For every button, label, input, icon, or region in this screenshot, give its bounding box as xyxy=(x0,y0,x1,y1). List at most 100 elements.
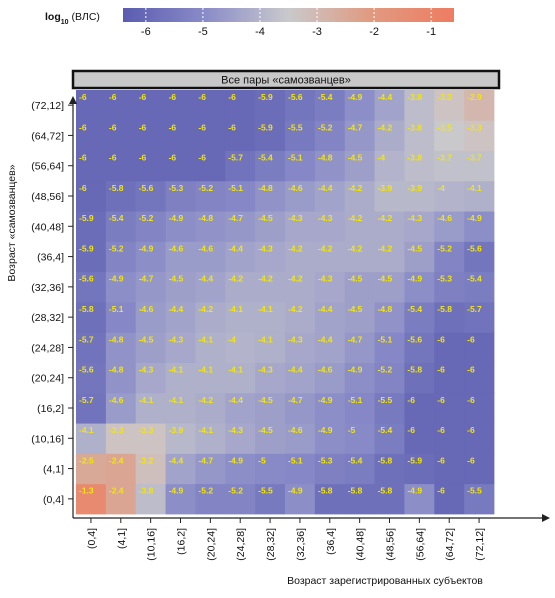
heatmap-cell xyxy=(135,150,166,182)
heatmap-cell-label: -4.5 xyxy=(169,274,184,284)
heatmap-cell-label: -5.4 xyxy=(318,92,333,102)
heatmap-cell-label: -6 xyxy=(169,92,177,102)
heatmap-cell-label: -4.7 xyxy=(348,334,363,344)
heatmap-cell xyxy=(464,362,495,394)
heatmap-cell-label: -4.8 xyxy=(378,304,393,314)
x-tick-label: (36,4] xyxy=(325,528,337,555)
heatmap-cell xyxy=(165,453,196,485)
heatmap-cell xyxy=(135,120,166,151)
heatmap-cell-label: -4.1 xyxy=(79,425,94,435)
heatmap-cell xyxy=(374,392,405,424)
heatmap-cell-label: -4.2 xyxy=(378,243,393,253)
heatmap-cell-label: -2.9 xyxy=(467,92,482,102)
colorbar-label: log10 (ВЛС) xyxy=(45,11,100,26)
heatmap-cell xyxy=(195,120,226,151)
heatmap-cell xyxy=(76,332,107,363)
heatmap-cell-label: -4.6 xyxy=(288,183,303,193)
heatmap-cell xyxy=(434,180,465,212)
heatmap-cell xyxy=(165,332,196,363)
heatmap-cell xyxy=(404,90,435,121)
heatmap-cell-label: -4.3 xyxy=(258,365,273,375)
heatmap-cell-label: -4.2 xyxy=(288,304,303,314)
heatmap-cell-label: -4.5 xyxy=(348,274,363,284)
heatmap-cell xyxy=(255,302,286,333)
heatmap-cell xyxy=(314,211,346,242)
y-tick-label: (20,24] xyxy=(31,373,64,385)
heatmap-cell xyxy=(165,302,196,333)
heatmap-cell xyxy=(195,241,226,273)
heatmap-cell-label: -4.1 xyxy=(258,304,273,314)
heatmap-cell-label: -3.3 xyxy=(139,425,154,435)
heatmap-cell-label: -5.2 xyxy=(437,243,452,253)
heatmap-cell-label: -3.5 xyxy=(437,122,452,132)
heatmap-cell xyxy=(404,302,435,333)
heatmap-cell-label: -4.8 xyxy=(109,365,124,375)
heatmap-cell xyxy=(285,302,316,333)
heatmap-cell-label: -6 xyxy=(467,334,475,344)
y-axis-title: Возраст «самозванцев» xyxy=(6,164,18,281)
heatmap-cell-label: -2.4 xyxy=(109,455,124,465)
heatmap-cell xyxy=(225,332,256,363)
heatmap-cell-label: -4.1 xyxy=(228,304,243,314)
heatmap-cell xyxy=(225,120,256,151)
heatmap-cell-label: -5.2 xyxy=(198,486,213,496)
heatmap-cell-label: -6 xyxy=(139,122,147,132)
panel-title-strip xyxy=(71,69,501,90)
heatmap-cell-label: -4.1 xyxy=(169,365,184,375)
heatmap-cell xyxy=(464,302,495,333)
heatmap-cell xyxy=(404,483,435,515)
heatmap-cell xyxy=(374,453,405,485)
colorbar-tick-label: -3 xyxy=(312,26,322,38)
heatmap-cell xyxy=(225,453,256,485)
heatmap-cell xyxy=(314,483,346,515)
heatmap-cell-label: -5.1 xyxy=(348,395,363,405)
heatmap-cell xyxy=(255,90,286,121)
heatmap-cell-label: -4.2 xyxy=(198,395,213,405)
heatmap-cell xyxy=(255,271,286,303)
heatmap-cell-label: -5.1 xyxy=(228,183,243,193)
heatmap-cell xyxy=(285,241,316,273)
heatmap-cell-label: -5.4 xyxy=(407,304,422,314)
heatmap-cell xyxy=(255,483,286,515)
x-ticks: (0,4] (4,1] (10,16] (16,2] (20,24] (24,28] (28… xyxy=(86,518,486,561)
heatmap-cell-label: -5.2 xyxy=(378,365,393,375)
heatmap-cell-label: -4.9 xyxy=(318,395,333,405)
y-tick-label: (10,16] xyxy=(31,433,64,445)
heatmap-cell-label: -5.6 xyxy=(79,365,94,375)
heatmap-cell-label: -4.4 xyxy=(228,243,243,253)
heatmap-cell xyxy=(76,423,107,454)
heatmap-cell xyxy=(105,302,137,333)
heatmap-cell xyxy=(255,241,286,273)
heatmap-cell-label: -3.2 xyxy=(139,455,154,465)
heatmap-cell xyxy=(344,423,375,454)
heatmap-cell xyxy=(255,453,286,485)
colorbar xyxy=(123,8,454,22)
heatmap-cell-label: -6 xyxy=(169,122,177,132)
heatmap-cell xyxy=(105,90,137,121)
heatmap-cell xyxy=(374,271,405,303)
heatmap-cell xyxy=(404,271,435,303)
heatmap-cell xyxy=(314,332,346,363)
y-ticks: (0,4] (4,1] (10,16] (16,2] (20,24] (24,28] (28… xyxy=(31,100,73,506)
heatmap-cell xyxy=(255,120,286,151)
heatmap-cell-label: -5.2 xyxy=(318,122,333,132)
heatmap-cell-label: -5.7 xyxy=(228,153,243,163)
colorbar-tick-label: -1 xyxy=(426,26,436,38)
y-tick-label: (48,56] xyxy=(31,191,64,203)
heatmap-cell-label: -5.9 xyxy=(79,243,94,253)
heatmap-cell-label: -4.2 xyxy=(348,243,363,253)
heatmap-cell xyxy=(76,483,107,515)
heatmap-cell-label: -5.4 xyxy=(467,274,482,284)
heatmap-cell xyxy=(434,423,465,454)
heatmap-cell-label: -4.7 xyxy=(348,122,363,132)
heatmap-cell xyxy=(105,332,137,363)
heatmap-cell xyxy=(434,120,465,151)
heatmap-cell-label: -4.3 xyxy=(318,274,333,284)
y-tick-label: (36,4] xyxy=(37,252,64,264)
heatmap-cell xyxy=(464,483,495,515)
heatmap-cell xyxy=(225,483,256,515)
heatmap-cell-label: -4.6 xyxy=(318,365,333,375)
heatmap-cell-label: -2.5 xyxy=(79,455,94,465)
x-axis-title: Возраст зарегистрированных субъектов xyxy=(287,575,483,587)
